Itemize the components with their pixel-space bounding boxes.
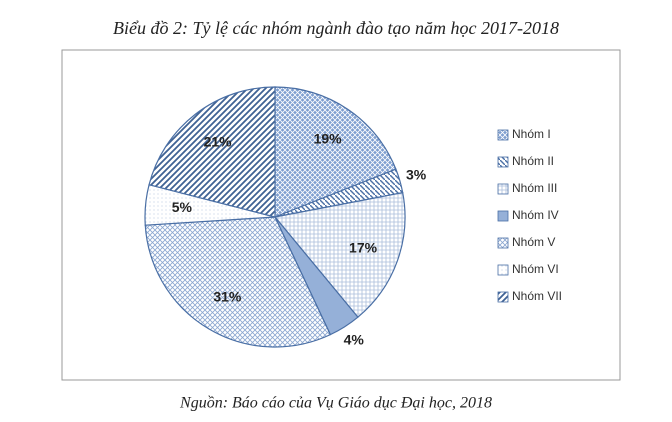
chart-frame bbox=[61, 49, 621, 381]
pie-slice bbox=[148, 86, 276, 218]
legend-label: Nhóm VII bbox=[512, 289, 562, 303]
value-label: 17% bbox=[349, 239, 378, 255]
legend-label: Nhóm I bbox=[512, 127, 551, 141]
legend-label: Nhóm II bbox=[512, 154, 554, 168]
pie-slice bbox=[144, 216, 332, 348]
legend-swatch bbox=[497, 183, 509, 195]
pie-slice bbox=[274, 86, 397, 218]
value-label: 5% bbox=[172, 199, 193, 215]
pie-slice bbox=[273, 191, 406, 319]
legend-label: Nhóm V bbox=[512, 235, 555, 249]
value-label: 3% bbox=[406, 167, 427, 183]
value-label: 4% bbox=[344, 332, 365, 348]
chart-title: Biểu đồ 2: Tỷ lệ các nhóm ngành đào tạo … bbox=[113, 18, 559, 38]
legend-label: Nhóm VI bbox=[512, 262, 559, 276]
legend-label: Nhóm III bbox=[512, 181, 557, 195]
legend-swatch bbox=[497, 129, 509, 141]
legend-label: Nhóm IV bbox=[512, 208, 559, 222]
legend-swatch bbox=[497, 210, 509, 222]
value-label: 19% bbox=[314, 130, 343, 146]
value-label: 31% bbox=[213, 288, 242, 304]
legend-swatch bbox=[497, 291, 509, 303]
source-note: Nguồn: Báo cáo của Vụ Giáo dục Đại học, … bbox=[179, 395, 492, 412]
legend-swatch bbox=[497, 237, 509, 249]
legend-swatch bbox=[497, 264, 509, 276]
legend-swatch bbox=[497, 156, 509, 168]
value-label: 21% bbox=[204, 134, 233, 150]
